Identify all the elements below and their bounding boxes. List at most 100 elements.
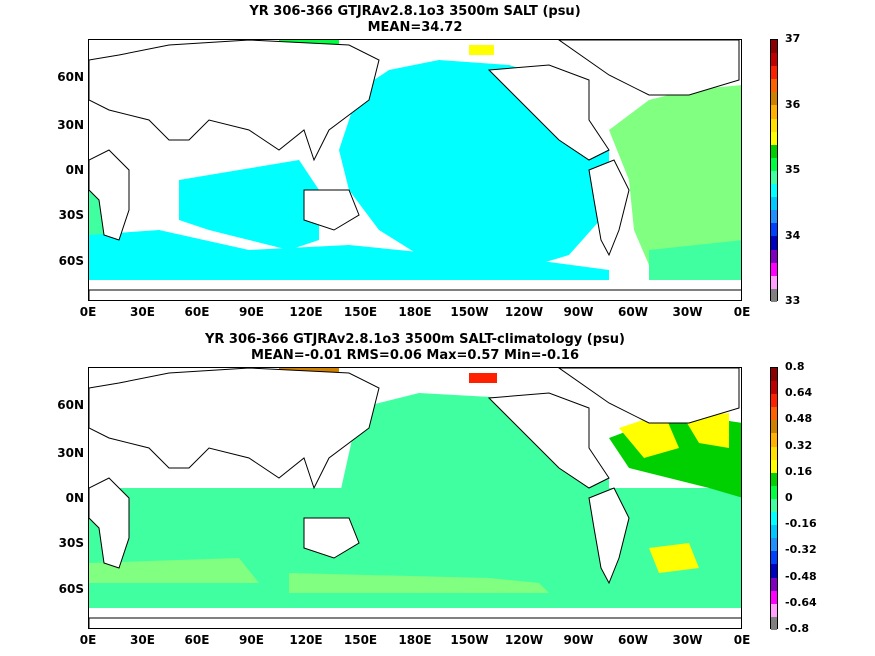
panel2-colorbar-segment (771, 433, 777, 447)
panel2-colorbar-segment (771, 551, 777, 565)
panel1-colorbar-label: 37 (785, 32, 801, 45)
panel1-y-tick-label: 0N (65, 163, 84, 177)
panel1-x-tick-label: 90W (563, 305, 594, 319)
panel2-colorbar-segment (771, 590, 777, 604)
panel2-x-tick-label: 60E (184, 633, 210, 647)
panel2-colorbar-label: -0.16 (785, 517, 817, 531)
panel1-y-tick-label: 30S (58, 208, 84, 222)
panel2-colorbar-segment (771, 616, 777, 630)
panel1-colorbar-label: 34 (785, 228, 801, 242)
panel1-colorbar-segment (771, 40, 777, 54)
panel2-x-tick-label: 0E (79, 633, 97, 647)
panel2-colorbar-label: -0.64 (785, 595, 817, 609)
panel1-colorbar-segment (771, 210, 777, 224)
panel1-x-tick-label: 60W (618, 305, 648, 319)
panel1-colorbar-segment (771, 105, 777, 119)
panel2-colorbar-label: 0.16 (785, 464, 813, 478)
panel2-colorbar-segment (771, 577, 777, 591)
panel2-colorbar-label: -0.48 (785, 569, 817, 583)
panel1-colorbar-segment (771, 53, 777, 67)
panel2-x-tick-label: 180E (398, 633, 432, 647)
panel2-y-tick-label: 60N (57, 398, 84, 412)
panel1-colorbar-label: 36 (785, 97, 801, 111)
panel2-colorbar-label: -0.8 (785, 622, 810, 635)
panel2-colorbar-label: 0 (785, 491, 793, 504)
panel2-colorbar-label: -0.32 (785, 543, 817, 557)
panel2-map (88, 367, 742, 629)
panel2-x-tick-label: 0E (733, 633, 751, 647)
panel2-y-tick-label: 60S (58, 582, 84, 596)
panel1-colorbar-segment (771, 170, 777, 185)
panel1-x-tick-label: 180E (398, 305, 432, 319)
panel1-x-tick-label: 120E (289, 305, 323, 319)
panel1-x-tick-label: 60E (184, 305, 210, 319)
panel2-colorbar-segment (771, 498, 777, 513)
panel2-x-tick-label: 90W (563, 633, 594, 647)
panel1-colorbar-label: 33 (785, 294, 801, 307)
panel1-colorbar-segment (771, 288, 777, 302)
panel1-colorbar-segment (771, 131, 777, 145)
panel2-colorbar-segment (771, 564, 777, 578)
panel2-colorbar-segment (771, 538, 777, 552)
panel2-colorbar-segment (771, 512, 777, 526)
panel2-colorbar-label: 0.32 (785, 438, 813, 452)
panel2-x-tick-label: 150E (343, 633, 378, 647)
panel1-colorbar-segment (771, 236, 777, 250)
panel2-colorbar-label: 0.64 (785, 386, 813, 400)
panel2-colorbar-segment (771, 472, 777, 486)
panel1-x-tick-label: 90E (239, 305, 264, 319)
panel2-y-tick-label: 0N (65, 491, 84, 505)
panel1-colorbar (770, 39, 778, 302)
panel1-colorbar-segment (771, 92, 777, 106)
panel1-colorbar-segment (771, 79, 777, 93)
panel2-x-tick-label: 120W (504, 633, 544, 647)
panel1-x-tick-label: 120W (504, 305, 544, 319)
panel1-colorbar-segment (771, 249, 777, 263)
panel2-colorbar-segment (771, 446, 777, 460)
panel1-colorbar-segment (771, 262, 777, 276)
panel2-colorbar-segment (771, 525, 777, 539)
panel2-colorbar-label: 0.8 (785, 360, 805, 373)
panel1-colorbar-segment (771, 157, 777, 171)
panel1-x-tick-label: 150E (343, 305, 378, 319)
panel1-x-tick-label: 150W (450, 305, 489, 319)
panel1-x-tick-label: 30W (672, 305, 703, 319)
panel2-colorbar (770, 367, 778, 630)
panel1-y-tick-label: 60N (57, 70, 84, 84)
panel2-anomaly-field (89, 368, 741, 628)
panel2-x-tick-label: 150W (450, 633, 489, 647)
panel2-x-tick-label: 120E (289, 633, 323, 647)
panel2-colorbar-segment (771, 368, 777, 382)
panel1-x-tick-label: 0E (733, 305, 751, 319)
panel2-x-tick-label: 30E (130, 633, 155, 647)
panel2-x-tick-label: 30W (672, 633, 703, 647)
panel1-title-line2: MEAN=34.72 (367, 20, 463, 35)
panel1-y-tick-label: 30N (57, 118, 84, 132)
panel2-title-line2: MEAN=-0.01 RMS=0.06 Max=0.57 Min=-0.16 (250, 348, 580, 363)
panel2-x-tick-label: 90E (239, 633, 264, 647)
panel2-colorbar-segment (771, 603, 777, 617)
panel1-map (88, 39, 742, 301)
panel1-colorbar-segment (771, 197, 777, 211)
panel2-colorbar-segment (771, 407, 777, 421)
panel1-x-tick-label: 30E (130, 305, 155, 319)
panel2-colorbar-label: 0.48 (785, 412, 813, 426)
panel2-colorbar-segment (771, 420, 777, 434)
panel2-title-line1: YR 306-366 GTJRAv2.8.1o3 3500m SALT-clim… (204, 332, 625, 347)
panel2-colorbar-segment (771, 381, 777, 395)
panel1-colorbar-label: 35 (785, 163, 801, 176)
panel1-title-line1: YR 306-366 GTJRAv2.8.1o3 3500m SALT (psu… (249, 4, 581, 19)
panel1-x-tick-label: 0E (79, 305, 97, 319)
panel1-colorbar-segment (771, 66, 777, 80)
panel1-colorbar-segment (771, 184, 777, 198)
panel1-y-tick-label: 60S (58, 254, 84, 268)
panel1-salinity-field (89, 40, 741, 300)
panel1-colorbar-segment (771, 118, 777, 132)
panel1-colorbar-segment (771, 223, 777, 237)
panel2-colorbar-segment (771, 485, 777, 499)
panel1-colorbar-segment (771, 144, 777, 158)
panel2-colorbar-segment (771, 459, 777, 473)
panel2-x-tick-label: 60W (618, 633, 648, 647)
panel1-colorbar-segment (771, 275, 777, 289)
panel2-y-tick-label: 30S (58, 536, 84, 550)
